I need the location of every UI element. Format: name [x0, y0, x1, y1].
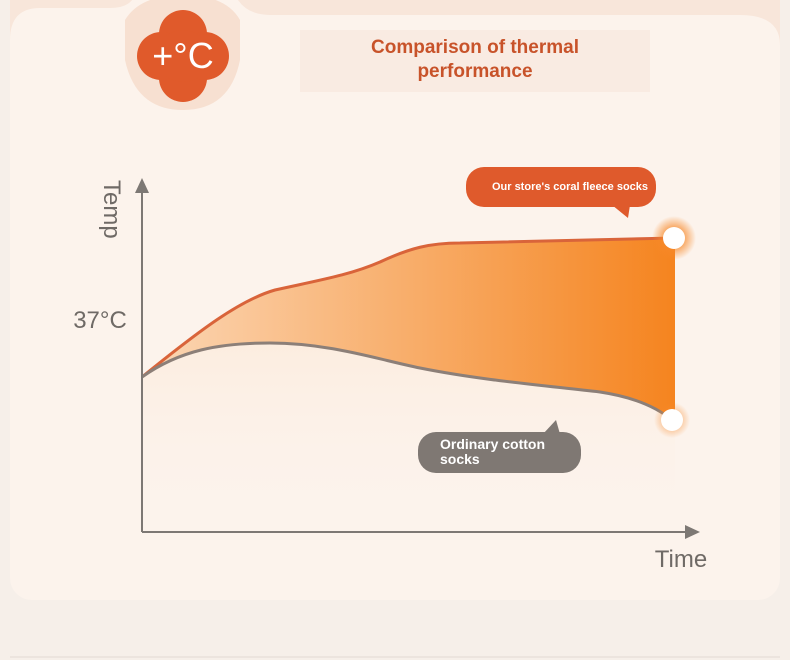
title-backing [300, 30, 650, 92]
callout-box: Ordinary cotton socks [440, 436, 546, 467]
title-box: Comparison of thermal performance [371, 37, 579, 82]
area-fill [142, 238, 675, 420]
y-axis-label: Temp [98, 180, 125, 239]
x-axis-label: Time [655, 546, 707, 573]
end-dot [661, 409, 683, 431]
end-dot [663, 227, 685, 249]
y-arrow [135, 178, 149, 193]
cotton-curve [141, 341, 673, 422]
callout-label: Our store's coral fleece socks [492, 181, 648, 193]
reference-label: 37°C [73, 307, 127, 334]
callout-cotton: Ordinary cotton socks [418, 420, 581, 473]
badge-label: +°C [152, 35, 213, 76]
tab-shape [10, 0, 133, 40]
callout-fleece: Our store's coral fleece socks [466, 167, 656, 218]
badge: +°C [137, 10, 229, 102]
tab-shape [237, 0, 780, 45]
fleece-curve [141, 236, 676, 379]
callout-label: Ordinary cotton socks [440, 436, 546, 467]
x-arrow [685, 525, 700, 539]
chart-title: Comparison of thermal performance [371, 37, 579, 82]
